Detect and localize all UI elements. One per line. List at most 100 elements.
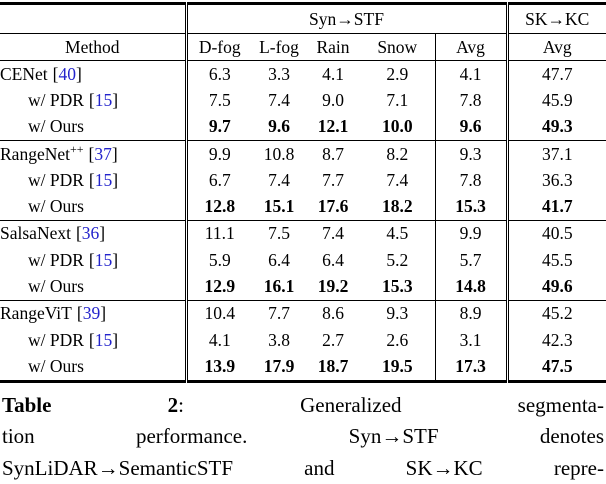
results-table: Syn→STF SK→KC Method D-fog L-fog Rain Sn…	[0, 2, 606, 383]
cell-avg-sk: 49.6	[541, 276, 573, 297]
cell-d-fog: 5.9	[208, 249, 231, 270]
column-header-rain: Rain	[306, 33, 360, 61]
table-row-rangenet: RangeNet++ 37 9.9 10.8 8.7 8.2 9.3 37.1	[0, 139, 606, 168]
caption-word: SK→KC	[405, 455, 483, 480]
citation-link[interactable]: 15	[89, 90, 118, 110]
citation-link[interactable]: 37	[89, 144, 118, 164]
cell-rain: 6.4	[322, 249, 344, 270]
citation-link[interactable]: 15	[89, 330, 118, 350]
caption-word: SynLiDAR→SemanticSTF	[2, 455, 234, 480]
method-name: w/ PDR	[28, 169, 84, 190]
column-header-snow: Snow	[360, 33, 436, 61]
method-name: RangeViT	[0, 303, 72, 324]
cell-l-fog: 9.6	[268, 116, 290, 137]
citation-link[interactable]: 15	[89, 170, 118, 190]
caption-number: 2:	[167, 392, 184, 417]
caption-word: and	[304, 455, 335, 480]
cell-l-fog: 16.1	[263, 276, 295, 297]
method-name: SalsaNext	[0, 223, 71, 244]
cell-rain: 17.6	[317, 196, 349, 217]
method-name: w/ Ours	[28, 196, 84, 217]
cell-l-fog: 7.4	[268, 169, 290, 190]
cell-rain: 18.7	[317, 355, 349, 376]
group-header-row: Syn→STF SK→KC	[0, 3, 606, 34]
cell-d-fog: 11.1	[186, 219, 252, 248]
cell-d-fog: 10.4	[186, 299, 252, 327]
cell-snow: 2.9	[360, 60, 436, 88]
citation-link[interactable]: 39	[77, 303, 106, 323]
cell-avg-syn: 9.6	[435, 113, 509, 141]
cell-d-fog: 13.9	[204, 355, 236, 376]
cell-snow: 4.5	[360, 219, 436, 248]
table-body: CENet40 6.3 3.3 4.1 2.9 4.1 47.7 w/ PDR1…	[0, 60, 606, 382]
table-row-rangenet-pdr: w/ PDR15 6.7 7.4 7.7 7.4 7.8 36.3	[0, 167, 606, 194]
cell-avg-sk: 47.5	[541, 355, 573, 376]
cell-l-fog: 17.9	[263, 355, 295, 376]
citation-link[interactable]: 36	[76, 223, 105, 243]
method-cell: SalsaNext36	[0, 219, 188, 248]
cell-avg-sk: 45.9	[541, 89, 573, 110]
method-cell: w/ Ours	[0, 273, 188, 301]
method-name: RangeNet	[0, 143, 70, 164]
citation-link[interactable]: 15	[89, 250, 118, 270]
cell-l-fog: 7.5	[252, 219, 306, 248]
cell-l-fog: 7.4	[268, 89, 290, 110]
caption-line-1: Table 2: Generalized segmenta-	[2, 390, 604, 422]
cell-rain: 12.1	[317, 116, 349, 137]
method-cell: w/ PDR15	[0, 167, 188, 194]
cell-snow: 5.2	[360, 247, 436, 274]
cell-d-fog: 6.3	[208, 63, 231, 84]
cell-rain: 7.7	[322, 169, 344, 190]
cell-rain: 9.0	[322, 89, 344, 110]
method-superscript: ++	[69, 141, 84, 156]
cell-avg-syn: 9.9	[435, 219, 509, 248]
cell-rain: 4.1	[322, 63, 344, 84]
cell-avg-sk: 45.5	[541, 249, 573, 270]
cell-snow: 7.1	[360, 87, 436, 114]
cell-rain: 19.2	[317, 276, 349, 297]
column-header-row: Method D-fog L-fog Rain Snow Avg Avg	[0, 33, 606, 61]
table-row-salsanext-pdr: w/ PDR15 5.9 6.4 6.4 5.2 5.7 45.5	[0, 247, 606, 274]
cell-d-fog: 12.8	[204, 196, 236, 217]
column-header-d-fog: D-fog	[186, 33, 252, 61]
caption-word: performance.	[135, 424, 248, 449]
cell-avg-syn: 14.8	[435, 273, 509, 301]
method-name: w/ PDR	[28, 329, 84, 350]
cell-d-fog: 4.1	[208, 329, 231, 350]
caption-label: Table	[2, 392, 52, 417]
cell-snow: 18.2	[360, 193, 436, 221]
cell-snow: 8.2	[360, 139, 436, 168]
cell-rain: 8.6	[306, 299, 360, 327]
method-cell: w/ Ours	[0, 113, 188, 141]
cell-rain: 8.7	[306, 139, 360, 168]
cell-avg-syn: 17.3	[435, 353, 509, 382]
caption-line-3: SynLiDAR→SemanticSTF and SK→KC repre-	[2, 453, 604, 484]
caption-word: segmenta-	[517, 392, 604, 417]
table-row-rangenet-ours: w/ Ours 12.8 15.1 17.6 18.2 15.3 41.7	[0, 193, 606, 221]
cell-avg-sk: 40.5	[507, 219, 606, 248]
caption-word: tion	[2, 424, 35, 449]
cell-avg-syn: 5.7	[435, 247, 509, 274]
method-name: w/ PDR	[28, 89, 84, 110]
cell-l-fog: 7.7	[252, 299, 306, 327]
cell-l-fog: 15.1	[263, 196, 295, 217]
method-cell: w/ PDR15	[0, 326, 188, 354]
cell-avg-syn: 9.3	[435, 139, 509, 168]
method-name: w/ PDR	[28, 249, 84, 270]
table-header: Syn→STF SK→KC Method D-fog L-fog Rain Sn…	[0, 3, 606, 61]
group-header-sk-kc: SK→KC	[507, 3, 606, 34]
cell-d-fog: 9.7	[208, 116, 231, 137]
column-header-avg-sk: Avg	[507, 33, 606, 61]
group-header-syn-stf: Syn→STF	[186, 3, 509, 34]
cell-snow: 2.6	[360, 326, 436, 354]
cell-l-fog: 3.3	[268, 63, 290, 84]
column-header-avg-syn: Avg	[435, 33, 509, 61]
method-name: w/ Ours	[28, 116, 84, 137]
column-header-method: Method	[0, 33, 188, 61]
method-cell: w/ PDR15	[0, 87, 188, 114]
table-row-cenet: CENet40 6.3 3.3 4.1 2.9 4.1 47.7	[0, 60, 606, 88]
cell-d-fog: 12.9	[204, 276, 236, 297]
table-row-rangevit-pdr: w/ PDR15 4.1 3.8 2.7 2.6 3.1 42.3	[0, 326, 606, 354]
cell-avg-syn: 7.8	[435, 167, 509, 194]
citation-link[interactable]: 40	[53, 64, 82, 84]
